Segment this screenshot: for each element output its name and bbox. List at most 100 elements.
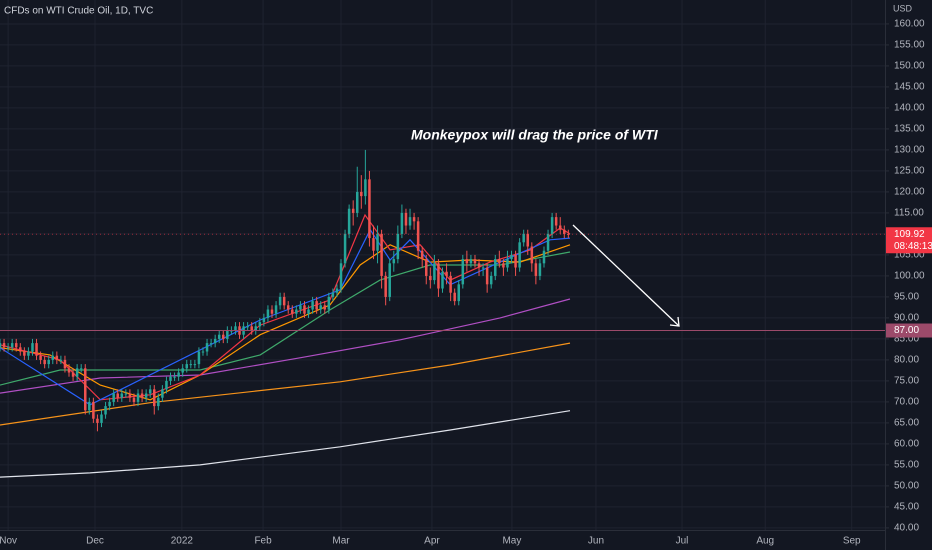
candle-body xyxy=(538,263,542,276)
candle-body xyxy=(481,267,485,269)
y-tick-label: 145.00 xyxy=(894,82,925,93)
y-tick-label: 160.00 xyxy=(894,19,925,30)
y-tick-label: 150.00 xyxy=(894,61,925,72)
chart-title: CFDs on WTI Crude Oil, 1D, TVC xyxy=(4,6,153,17)
candle-body xyxy=(92,401,95,419)
candle-body xyxy=(47,359,50,365)
candle-body xyxy=(307,309,310,314)
candle-body xyxy=(392,259,396,264)
candle-body xyxy=(254,326,258,331)
y-tick-label: 80.00 xyxy=(894,355,919,366)
axes: 40.00 45.00 50.00 55.00 60.00 65.00 70.00 75.00… xyxy=(0,19,932,547)
candle-body xyxy=(246,326,249,328)
candle-body xyxy=(108,401,111,407)
candle-body xyxy=(128,393,132,398)
arrow-head xyxy=(669,316,680,327)
candle-body xyxy=(59,359,63,361)
candle-body xyxy=(400,212,404,234)
y-tick-label: 70.00 xyxy=(894,397,919,408)
candle-body xyxy=(209,343,213,345)
y-tick-label: 100.00 xyxy=(894,271,925,282)
candle-body xyxy=(161,389,164,398)
y-tick-label: 60.00 xyxy=(894,439,919,450)
candle-body xyxy=(2,343,6,348)
candle-body xyxy=(319,305,322,310)
candle-body xyxy=(449,275,452,293)
candle-body xyxy=(286,305,290,310)
candle-body xyxy=(39,355,42,360)
candle-body xyxy=(124,393,128,395)
y-tick-label: 65.00 xyxy=(894,418,919,429)
candle-body xyxy=(343,233,347,264)
candle-body xyxy=(181,368,184,373)
candle-body xyxy=(258,322,262,327)
candle-body xyxy=(205,343,209,352)
candle-body xyxy=(132,397,136,402)
candle-body xyxy=(489,275,493,285)
candle-body xyxy=(165,380,168,390)
candle-body xyxy=(502,263,505,268)
candle-body xyxy=(360,191,363,197)
y-tick-label: 95.00 xyxy=(894,292,919,303)
candle-body xyxy=(226,330,229,339)
x-tick-label: Jul xyxy=(676,536,689,547)
candle-body xyxy=(6,347,10,349)
candle-body xyxy=(433,263,436,281)
candle-body xyxy=(518,242,521,268)
candle-body xyxy=(295,309,298,314)
candle-body xyxy=(506,259,509,268)
candle-body xyxy=(234,326,237,331)
candle-body xyxy=(169,376,172,381)
candle-body xyxy=(88,401,91,411)
candle-body xyxy=(148,389,152,394)
candle-body xyxy=(83,368,87,411)
candle-body xyxy=(526,233,530,247)
annotation: Monkeypox will drag the price of WTI xyxy=(411,127,659,143)
candle-body xyxy=(522,233,525,243)
candle-body xyxy=(112,393,115,402)
candle-body xyxy=(35,343,38,356)
level-label: 87.00 xyxy=(894,325,919,336)
candle-body xyxy=(550,217,554,234)
candle-body xyxy=(14,343,18,348)
candle-body xyxy=(498,259,501,264)
candle-body xyxy=(75,368,79,377)
candle-body xyxy=(368,179,371,239)
moving-average-line xyxy=(0,342,571,426)
candle-body xyxy=(355,191,359,213)
candle-body xyxy=(323,305,327,310)
x-tick-label: Nov xyxy=(0,536,17,547)
y-tick-label: 40.00 xyxy=(894,523,919,534)
candle-body xyxy=(299,305,302,310)
y-tick-label: 155.00 xyxy=(894,40,925,51)
candle-body xyxy=(71,372,75,377)
candle-body xyxy=(197,351,201,365)
candle-body xyxy=(335,288,339,293)
candle-body xyxy=(396,233,400,260)
candle-body xyxy=(408,217,412,226)
candle-body xyxy=(31,343,34,352)
candle-body xyxy=(270,309,274,314)
candle-body xyxy=(144,393,148,398)
candle-body xyxy=(55,355,59,360)
moving-average-line xyxy=(0,298,571,394)
candle-body xyxy=(416,221,420,251)
candle-body xyxy=(530,246,534,264)
candle-body xyxy=(177,372,180,377)
candle-body xyxy=(327,296,331,310)
candle-body xyxy=(534,263,538,276)
candle-body xyxy=(63,359,67,369)
x-tick-label: Aug xyxy=(756,536,774,547)
candle-body xyxy=(43,359,46,365)
candle-body xyxy=(140,393,144,398)
candle-body xyxy=(136,393,140,402)
y-tick-label: 55.00 xyxy=(894,460,919,471)
candle-body xyxy=(213,338,217,344)
x-tick-label: Mar xyxy=(332,536,350,547)
candle-body xyxy=(485,267,489,285)
candle-body xyxy=(514,254,517,268)
last-price-label: 109.92 xyxy=(894,229,925,240)
y-tick-label: 140.00 xyxy=(894,103,925,114)
